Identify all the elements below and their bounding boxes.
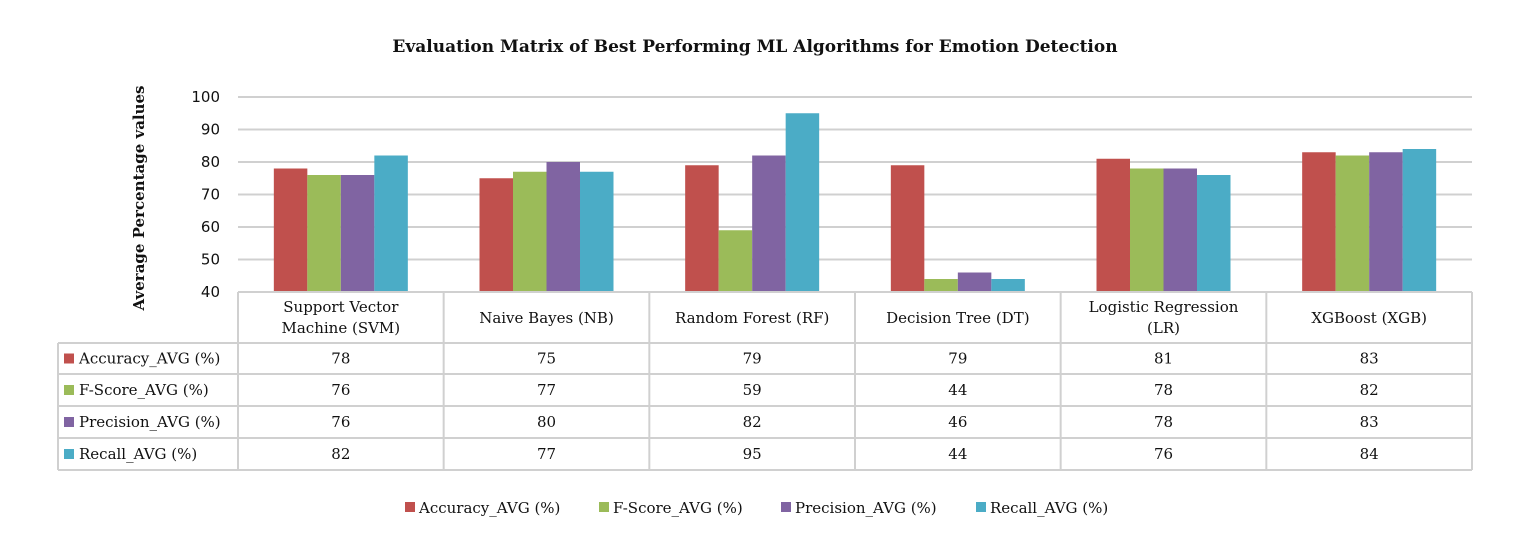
bar-recall-4 <box>1197 175 1231 292</box>
y-tick-labels: 40 50 60 70 80 90 100 <box>191 88 220 301</box>
table-cell-value: 78 <box>1154 413 1173 431</box>
y-tick-label: 70 <box>201 186 220 204</box>
bar-recall-2 <box>785 113 820 292</box>
table-cell-value: 95 <box>743 445 762 463</box>
table-cell-value: 82 <box>331 445 350 463</box>
table-cell-value: 84 <box>1360 445 1379 463</box>
bar-precision-0 <box>340 175 375 292</box>
gridlines <box>238 96 1472 293</box>
category-label: Support Vector <box>283 298 399 316</box>
legend-label: Accuracy_AVG (%) <box>418 499 560 517</box>
y-tick-label: 60 <box>201 218 220 236</box>
category-label: Machine (SVM) <box>282 319 401 337</box>
chart-title: Evaluation Matrix of Best Performing ML … <box>392 37 1117 57</box>
table-cell-value: 78 <box>1154 381 1173 399</box>
y-axis-title: Average Percentage values <box>130 86 148 312</box>
y-tick-label: 50 <box>201 251 220 269</box>
table-cell-value: 76 <box>1154 445 1173 463</box>
row-label: Accuracy_AVG (%) <box>78 350 220 368</box>
table-cell-value: 75 <box>537 350 556 368</box>
y-tick-label: 100 <box>191 88 220 106</box>
legend-swatch <box>405 502 415 512</box>
legend-swatch <box>781 502 791 512</box>
table-cell-value: 82 <box>1360 381 1379 399</box>
table-cell-value: 76 <box>331 381 350 399</box>
bar-f-score-1 <box>513 171 547 292</box>
y-tick-label: 40 <box>201 283 220 301</box>
bar-f-score-3 <box>924 279 958 292</box>
table-cell-value: 46 <box>948 413 967 431</box>
legend-label: Precision_AVG (%) <box>795 499 937 517</box>
bar-precision-5 <box>1369 152 1403 292</box>
table-cell-value: 78 <box>331 350 350 368</box>
y-tick-label: 90 <box>201 121 220 139</box>
table-cell-value: 44 <box>948 445 967 463</box>
category-label: Logistic Regression <box>1089 298 1239 316</box>
bar-accuracy-0 <box>273 168 308 292</box>
legend: Accuracy_AVG (%) F-Score_AVG (%) Precision… <box>405 499 1108 517</box>
row-legend-key <box>64 353 74 364</box>
table-cell-value: 44 <box>948 381 967 399</box>
category-label: Naive Bayes (NB) <box>479 309 614 327</box>
bar-accuracy-5 <box>1302 152 1336 292</box>
table-cell-value: 76 <box>331 413 350 431</box>
row-label: Recall_AVG (%) <box>79 445 197 463</box>
legend-label: F-Score_AVG (%) <box>613 499 743 517</box>
data-table: Support Vector Machine (SVM) Naive Bayes (… <box>57 291 1473 471</box>
legend-swatch <box>599 502 609 512</box>
legend-swatch <box>976 502 986 512</box>
table-cell-value: 77 <box>537 445 556 463</box>
table-cell-value: 79 <box>743 350 762 368</box>
bar-recall-0 <box>374 155 408 292</box>
bar-accuracy-1 <box>479 178 513 292</box>
category-label: Random Forest (RF) <box>675 309 829 327</box>
bar-recall-3 <box>991 279 1025 292</box>
row-legend-key <box>64 385 74 395</box>
bar-accuracy-3 <box>890 165 925 292</box>
table-cell-value: 83 <box>1360 350 1379 368</box>
bar-precision-2 <box>752 155 786 292</box>
table-cell-value: 80 <box>537 413 556 431</box>
bar-precision-1 <box>546 162 580 292</box>
y-tick-label: 80 <box>201 153 220 171</box>
bar-f-score-0 <box>307 175 341 292</box>
bar-accuracy-4 <box>1096 158 1130 292</box>
row-legend-key <box>64 449 74 459</box>
table-cell-value: 59 <box>743 381 762 399</box>
legend-label: Recall_AVG (%) <box>990 499 1108 517</box>
table-cell-value: 82 <box>743 413 762 431</box>
bar-precision-4 <box>1163 168 1197 292</box>
bar-f-score-5 <box>1335 155 1370 292</box>
table-cell-value: 79 <box>948 350 967 368</box>
table-cell-value: 81 <box>1154 350 1173 368</box>
table-cell-value: 77 <box>537 381 556 399</box>
bar-recall-5 <box>1402 149 1437 292</box>
category-label: XGBoost (XGB) <box>1311 309 1427 327</box>
bar-accuracy-2 <box>685 165 719 292</box>
table-cell-value: 83 <box>1360 413 1379 431</box>
category-label: Decision Tree (DT) <box>886 309 1030 327</box>
row-label: Precision_AVG (%) <box>79 413 221 431</box>
row-legend-key <box>64 417 74 427</box>
bar-f-score-4 <box>1130 168 1164 292</box>
bar-precision-3 <box>957 272 992 292</box>
bars <box>273 113 1437 292</box>
bar-f-score-2 <box>718 230 753 292</box>
bar-recall-1 <box>580 171 614 292</box>
row-label: F-Score_AVG (%) <box>79 381 209 399</box>
category-label: (LR) <box>1147 319 1180 337</box>
